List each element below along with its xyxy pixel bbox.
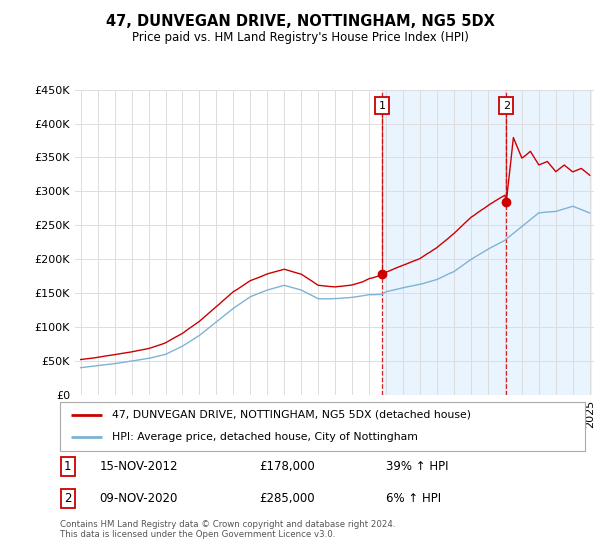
- Text: HPI: Average price, detached house, City of Nottingham: HPI: Average price, detached house, City…: [113, 432, 418, 442]
- Text: 6% ↑ HPI: 6% ↑ HPI: [386, 492, 440, 505]
- Text: 1: 1: [64, 460, 71, 473]
- Text: 47, DUNVEGAN DRIVE, NOTTINGHAM, NG5 5DX: 47, DUNVEGAN DRIVE, NOTTINGHAM, NG5 5DX: [106, 14, 494, 29]
- Text: 1: 1: [379, 101, 385, 111]
- Text: £285,000: £285,000: [260, 492, 315, 505]
- Text: Contains HM Land Registry data © Crown copyright and database right 2024.
This d: Contains HM Land Registry data © Crown c…: [60, 520, 395, 539]
- Text: Price paid vs. HM Land Registry's House Price Index (HPI): Price paid vs. HM Land Registry's House …: [131, 31, 469, 44]
- FancyBboxPatch shape: [60, 402, 585, 451]
- Text: 09-NOV-2020: 09-NOV-2020: [100, 492, 178, 505]
- Text: £178,000: £178,000: [260, 460, 315, 473]
- Text: 2: 2: [64, 492, 71, 505]
- Bar: [382, 90, 591, 395]
- Text: 39% ↑ HPI: 39% ↑ HPI: [386, 460, 448, 473]
- Text: 2: 2: [503, 101, 510, 111]
- Text: 15-NOV-2012: 15-NOV-2012: [100, 460, 178, 473]
- Text: 47, DUNVEGAN DRIVE, NOTTINGHAM, NG5 5DX (detached house): 47, DUNVEGAN DRIVE, NOTTINGHAM, NG5 5DX …: [113, 410, 472, 420]
